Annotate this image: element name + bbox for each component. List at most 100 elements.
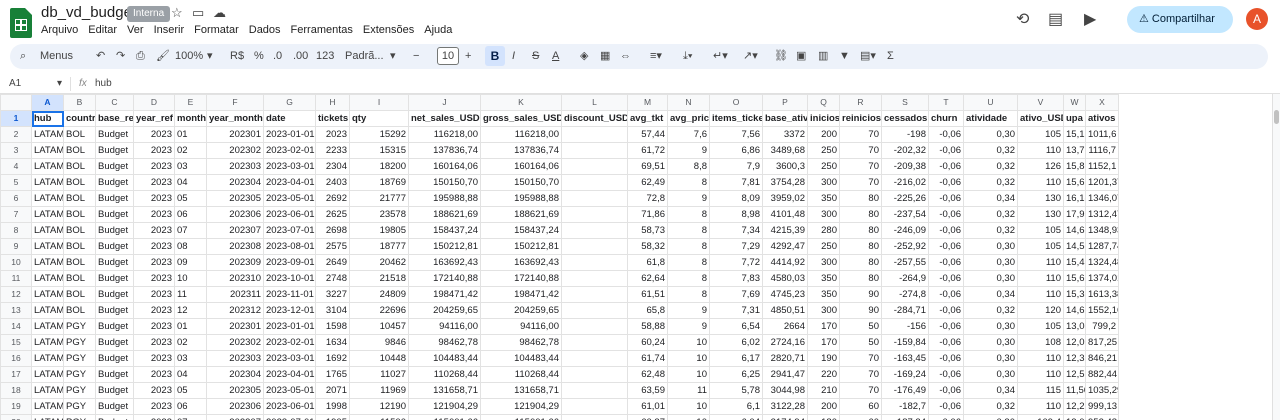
cell[interactable]: 2692 — [315, 190, 350, 207]
meet-icon[interactable]: ▶ — [1084, 11, 1097, 28]
cell[interactable]: Budget — [95, 270, 134, 287]
cell[interactable]: 198471,42 — [480, 286, 562, 303]
text-wrap-icon[interactable]: ↵▾ — [713, 50, 728, 62]
cell[interactable]: 115001,66 — [408, 414, 481, 420]
cell[interactable]: 19805 — [349, 222, 409, 239]
cell[interactable]: PGY — [63, 382, 96, 399]
column-header[interactable]: E — [174, 94, 207, 111]
cell[interactable]: 1598 — [315, 318, 350, 335]
cell[interactable]: 3959,02 — [762, 190, 808, 207]
cell[interactable]: 0,32 — [963, 158, 1018, 175]
cell[interactable]: 9 — [667, 302, 710, 319]
font-chevron-icon[interactable]: ▾ — [390, 50, 396, 62]
cell[interactable]: 58,32 — [627, 238, 668, 255]
cell[interactable]: 1634 — [315, 334, 350, 351]
cell[interactable]: 120 — [1017, 302, 1064, 319]
cell[interactable]: 0,32 — [963, 174, 1018, 191]
cell[interactable]: 2023-06-01 — [263, 398, 316, 415]
cell[interactable]: 350 — [807, 270, 840, 287]
cell[interactable]: 104483,44 — [480, 350, 562, 367]
cell[interactable]: PGY — [63, 334, 96, 351]
cell[interactable]: 350 — [807, 190, 840, 207]
zoom-select[interactable]: 100% — [175, 50, 204, 62]
row-header[interactable]: 2 — [0, 126, 32, 143]
cell[interactable]: 2664 — [762, 318, 808, 335]
cell[interactable]: 204259,65 — [480, 302, 562, 319]
cell[interactable]: LATAM — [31, 334, 64, 351]
cell[interactable]: 105 — [1017, 318, 1064, 335]
cell[interactable]: 2023 — [315, 126, 350, 143]
cell[interactable]: 7,9 — [709, 158, 763, 175]
cell[interactable]: 250 — [807, 238, 840, 255]
cell[interactable]: BOL — [63, 254, 96, 271]
cell[interactable]: LATAM — [31, 206, 64, 223]
font-size-decrease-icon[interactable]: − — [413, 50, 420, 62]
cell[interactable]: 202310 — [206, 270, 264, 287]
row-header[interactable]: 5 — [0, 174, 32, 191]
cell[interactable]: 13,71 — [1063, 142, 1086, 159]
cell[interactable]: 63,59 — [627, 382, 668, 399]
cell[interactable]: 70 — [839, 142, 882, 159]
cell[interactable]: 60,37 — [627, 414, 668, 420]
cell[interactable]: -225,26 — [881, 190, 929, 207]
cell[interactable]: 126 — [1017, 158, 1064, 175]
cell[interactable]: 3104 — [315, 302, 350, 319]
search-menus-input[interactable]: Menus — [40, 50, 74, 62]
cell[interactable]: 0,30 — [963, 270, 1018, 287]
cell[interactable]: 200 — [807, 126, 840, 143]
cell[interactable]: -0,06 — [928, 190, 964, 207]
cell[interactable]: 9 — [667, 318, 710, 335]
row-header[interactable]: 7 — [0, 206, 32, 223]
column-header[interactable]: A — [31, 94, 64, 111]
cell[interactable]: -0,06 — [928, 398, 964, 415]
cell[interactable]: 300 — [807, 174, 840, 191]
cell[interactable]: 1035,29 — [1085, 382, 1119, 399]
cell[interactable]: 6,02 — [709, 334, 763, 351]
cell[interactable]: 202308 — [206, 238, 264, 255]
cell[interactable]: cessados — [881, 110, 929, 127]
menu-format[interactable]: Formatar — [194, 24, 239, 36]
cell[interactable]: PGY — [63, 350, 96, 367]
cell[interactable]: -0,06 — [928, 174, 964, 191]
cell[interactable]: 10 — [667, 334, 710, 351]
cell[interactable]: 2023-05-01 — [263, 382, 316, 399]
print-icon[interactable]: ⎙ — [136, 50, 145, 62]
cell[interactable]: 2023-07-01 — [263, 222, 316, 239]
cell[interactable]: 62,48 — [627, 366, 668, 383]
cell[interactable]: 15,8 — [1063, 158, 1086, 175]
cell[interactable]: 1348,93 — [1085, 222, 1119, 239]
cell[interactable]: 0,32 — [963, 222, 1018, 239]
cell[interactable]: 999,13 — [1085, 398, 1119, 415]
cell[interactable]: Budget — [95, 398, 134, 415]
cell[interactable]: 2023-05-01 — [263, 190, 316, 207]
cell[interactable]: Budget — [95, 206, 134, 223]
cell[interactable]: 105 — [1017, 238, 1064, 255]
cell[interactable]: 202303 — [206, 350, 264, 367]
cell[interactable]: atividade — [963, 110, 1018, 127]
cell[interactable]: Budget — [95, 318, 134, 335]
cell[interactable]: 109,4 — [1017, 414, 1064, 420]
cell[interactable]: Budget — [95, 414, 134, 420]
cell[interactable]: BOL — [63, 158, 96, 175]
cell[interactable]: LATAM — [31, 222, 64, 239]
cell[interactable] — [561, 414, 628, 420]
cell[interactable]: 3122,28 — [762, 398, 808, 415]
cell[interactable]: PGY — [63, 398, 96, 415]
cell[interactable]: 108 — [1017, 334, 1064, 351]
cell[interactable]: 3044,98 — [762, 382, 808, 399]
cell[interactable]: avg_price — [667, 110, 710, 127]
cell[interactable]: discount_USD — [561, 110, 628, 127]
cell[interactable]: 2023 — [133, 286, 175, 303]
cell[interactable]: 10 — [667, 350, 710, 367]
cell[interactable]: 882,44 — [1085, 366, 1119, 383]
cell[interactable]: 1312,47 — [1085, 206, 1119, 223]
cell[interactable]: 60 — [839, 398, 882, 415]
cell[interactable]: LATAM — [31, 142, 64, 159]
cell[interactable]: 1011,6 — [1085, 126, 1119, 143]
cloud-status-icon[interactable]: ☁ — [213, 5, 226, 20]
cell[interactable]: LATAM — [31, 190, 64, 207]
cell[interactable]: PGY — [63, 414, 96, 420]
cell[interactable]: 16,18 — [1063, 190, 1086, 207]
cell[interactable] — [561, 302, 628, 319]
cell[interactable]: -0,06 — [928, 350, 964, 367]
